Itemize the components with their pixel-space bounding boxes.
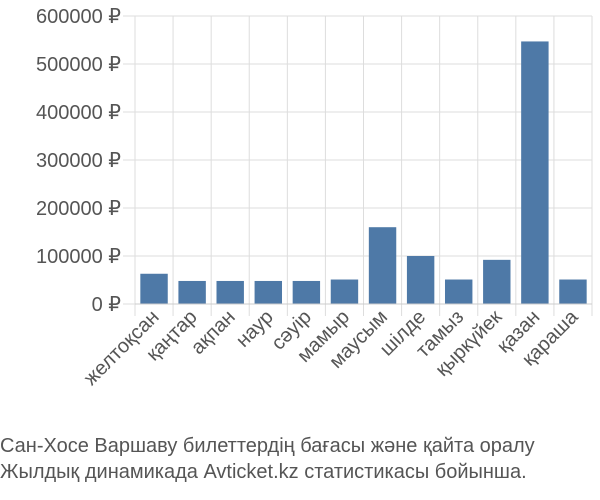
x-tick-label: ақпан (187, 306, 240, 359)
bar (292, 280, 321, 304)
bar (140, 273, 168, 304)
y-tick-label: 600000 ₽ (36, 6, 121, 28)
bars-layer (140, 41, 587, 304)
bar (178, 280, 206, 304)
bar (330, 279, 359, 304)
y-tick-label: 500000 ₽ (36, 54, 121, 76)
bar (521, 41, 549, 304)
chart-caption-line-2: Жылдық динамикада Avticket.kz статистика… (0, 461, 527, 483)
chart-caption-line-1: Сан-Хосе Варшаву билеттердің бағасы және… (0, 435, 535, 457)
y-tick-label: 200000 ₽ (36, 198, 121, 220)
y-tick-label: 300000 ₽ (36, 150, 121, 172)
x-tick-label: наур (232, 306, 278, 352)
y-tick-label: 0 ₽ (92, 294, 122, 316)
grid-layer (123, 15, 593, 316)
bar-chart: 0 ₽ 100000 ₽ 200000 ₽ 300000 ₽ 400000 ₽ 50000… (36, 6, 593, 390)
bar (368, 227, 397, 304)
y-tick-label: 100000 ₽ (36, 246, 121, 268)
x-tick-labels: желтоқсанқаңтарақпаннаурсәуірмамырмаусым… (80, 305, 583, 389)
bar (483, 259, 511, 304)
y-tick-label: 400000 ₽ (36, 102, 121, 124)
bar (559, 279, 587, 304)
bar (216, 280, 244, 304)
bar (406, 256, 435, 304)
y-tick-labels: 0 ₽ 100000 ₽ 200000 ₽ 300000 ₽ 400000 ₽ 50000… (36, 6, 121, 316)
bar (444, 279, 473, 304)
bar (254, 280, 283, 304)
